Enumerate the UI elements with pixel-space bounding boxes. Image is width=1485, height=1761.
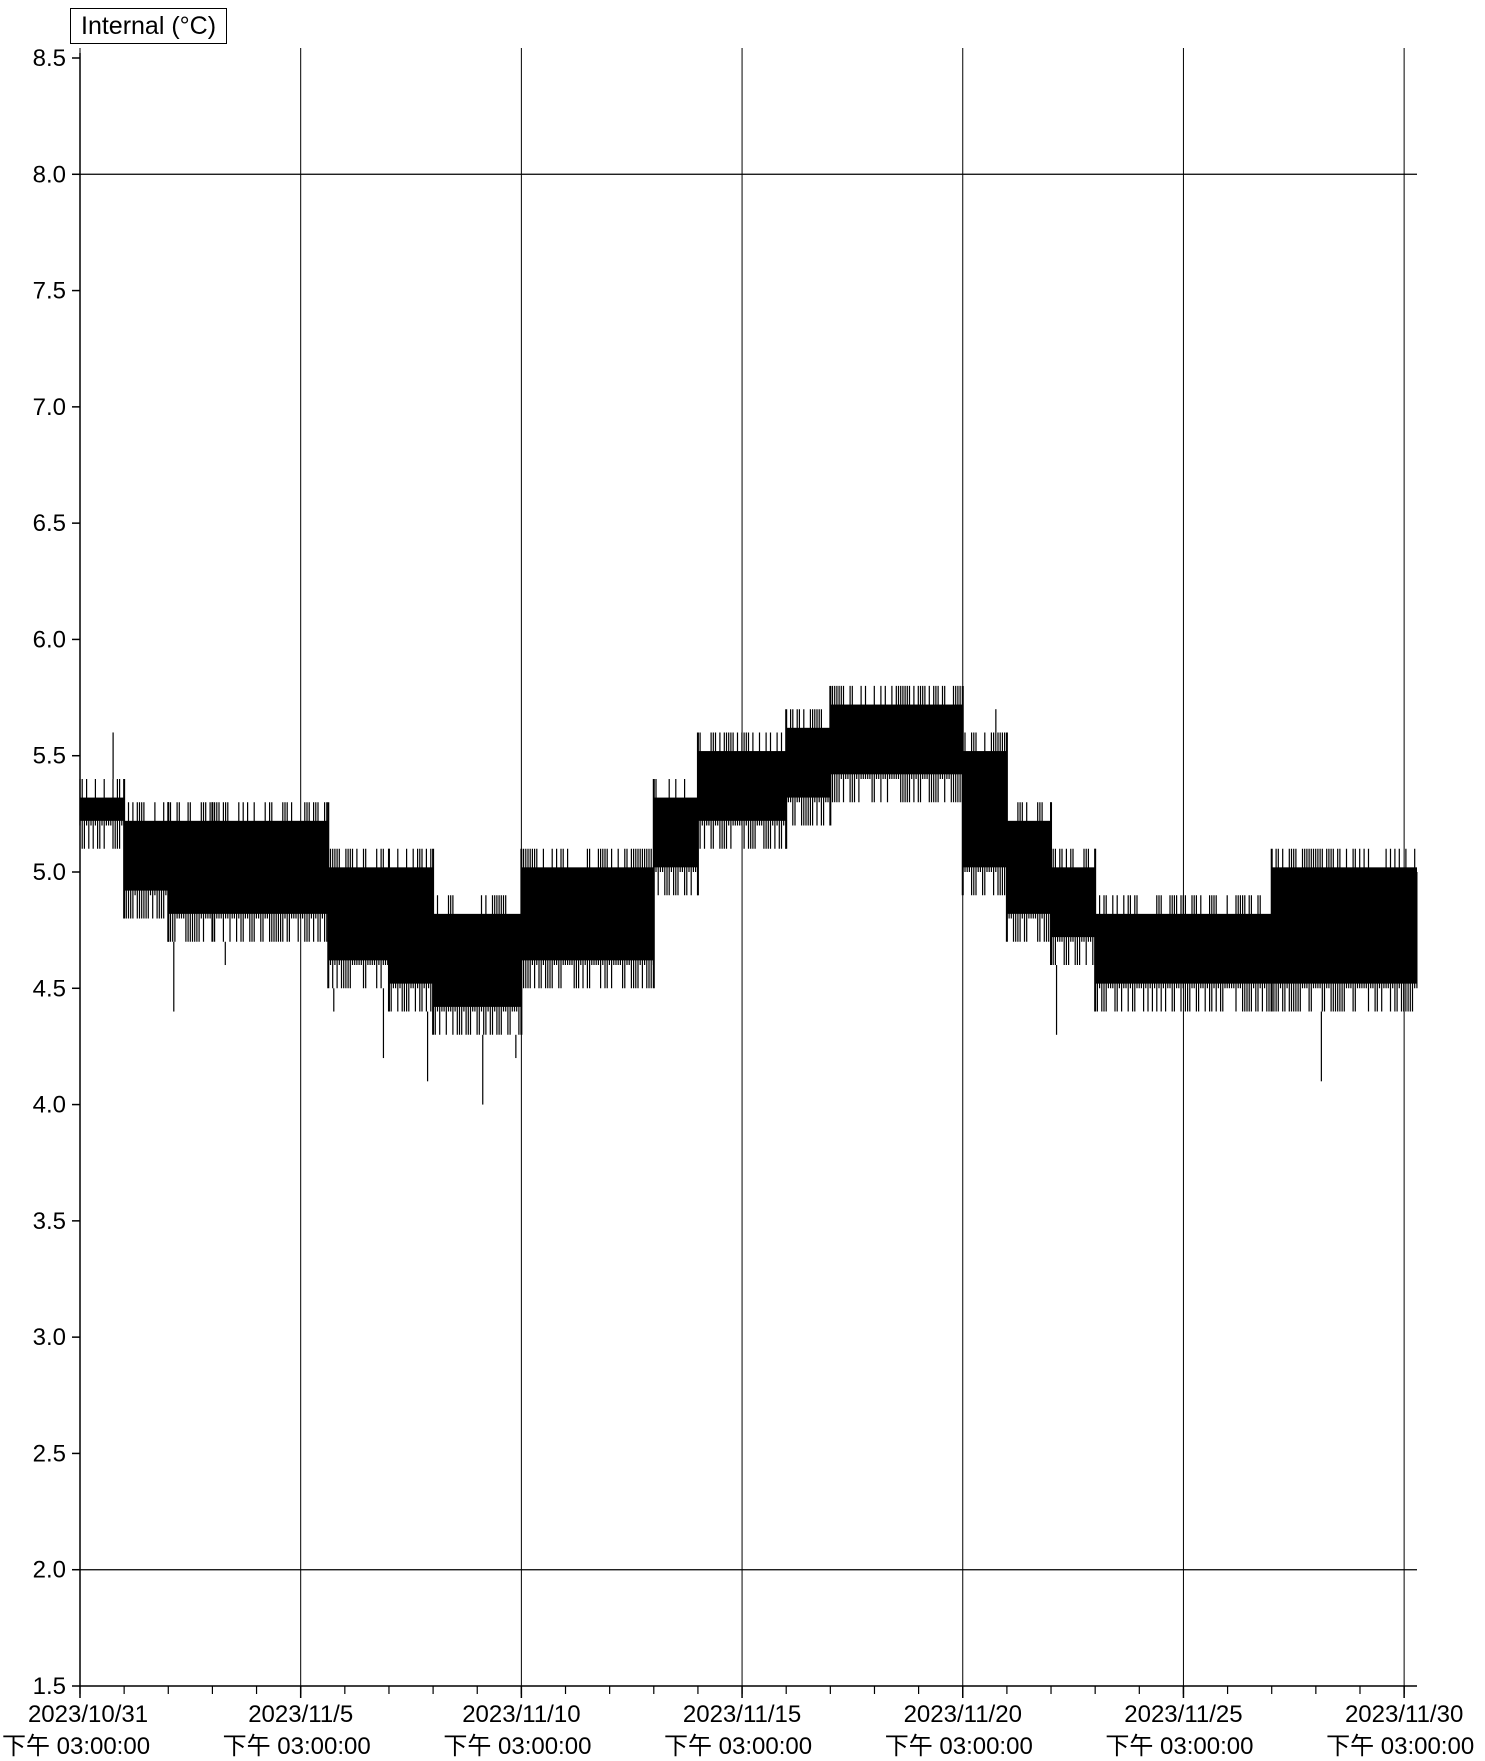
y-tick-label: 6.0: [33, 626, 66, 653]
y-tick-label: 5.0: [33, 859, 66, 886]
series-band: [1050, 848, 1096, 965]
series-band-strokes: [785, 709, 831, 826]
y-tick-label: 2.5: [33, 1440, 66, 1467]
series-band-strokes: [123, 802, 169, 919]
y-tick-label: 5.5: [33, 743, 66, 770]
series-band: [785, 709, 831, 826]
y-tick-label: 3.0: [33, 1324, 66, 1351]
series-band: [520, 848, 654, 989]
y-tick-label: 7.0: [33, 394, 66, 421]
y-tick-label: 6.5: [33, 510, 66, 537]
series-band: [123, 802, 169, 919]
series-band: [211, 802, 329, 942]
series-band: [432, 895, 522, 1035]
x-tick-date-label: 2023/11/25: [1124, 1701, 1242, 1728]
series-band: [388, 848, 434, 1012]
y-tick-label: 2.0: [33, 1557, 66, 1584]
x-tick-date-label: 2023/10/31: [28, 1701, 148, 1728]
series-band: [79, 779, 125, 849]
series-band: [1006, 802, 1052, 942]
series-band: [1094, 895, 1272, 1012]
x-tick-time-label: 下午 03:00:00: [885, 1733, 1033, 1760]
series-band: [829, 685, 963, 803]
x-tick-date-label: 2023/11/5: [248, 1701, 353, 1728]
series-band: [653, 779, 699, 896]
x-tick-time-label: 下午 03:00:00: [443, 1733, 591, 1760]
x-tick-time-label: 下午 03:00:00: [664, 1733, 812, 1760]
legend-label: Internal (°C): [81, 11, 217, 40]
y-tick-label: 8.5: [33, 45, 66, 72]
series-band: [167, 802, 213, 942]
x-tick-date-label: 2023/11/30: [1345, 1701, 1463, 1728]
y-tick-label: 3.5: [33, 1208, 66, 1235]
series-band-strokes: [1050, 848, 1096, 965]
x-axis-tick-labels: 2023/10/31 下午 03:00:00 2023/11/5 下午 03:00:0…: [2, 1701, 1474, 1760]
x-tick-time-label: 下午 03:00:00: [1326, 1733, 1474, 1760]
y-tick-label: 1.5: [33, 1673, 66, 1700]
axes: [72, 53, 1417, 1698]
series-band: [327, 848, 389, 989]
x-tick-date-label: 2023/11/10: [462, 1701, 580, 1728]
y-tick-label: 4.5: [33, 975, 66, 1002]
x-tick-date-label: 2023/11/20: [904, 1701, 1022, 1728]
x-tick-time-label: 下午 03:00:00: [2, 1733, 150, 1760]
series-band-strokes: [388, 848, 434, 1012]
legend: Internal (°C): [70, 8, 228, 44]
series-band-strokes: [962, 732, 1008, 896]
series-band-strokes: [653, 779, 699, 896]
y-tick-label: 7.5: [33, 278, 66, 305]
series-band: [697, 732, 787, 849]
series-band-strokes: [79, 779, 125, 849]
series-band-strokes: [829, 685, 963, 803]
series-internal: [79, 685, 1418, 1105]
y-axis-tick-labels: 1.5 2.0 2.5 3.0 3.5 4.0 4.5 5.0 5.5 6.0 6.5 7.0 7.5 8…: [33, 45, 66, 1700]
series-band: [1271, 848, 1418, 1012]
y-tick-label: 8.0: [33, 161, 66, 188]
series-band: [962, 732, 1008, 896]
x-tick-time-label: 下午 03:00:00: [1105, 1733, 1253, 1760]
x-tick-date-label: 2023/11/15: [683, 1701, 801, 1728]
y-tick-label: 4.0: [33, 1092, 66, 1119]
x-tick-time-label: 下午 03:00:00: [223, 1733, 371, 1760]
series-band-strokes: [1271, 848, 1418, 1012]
